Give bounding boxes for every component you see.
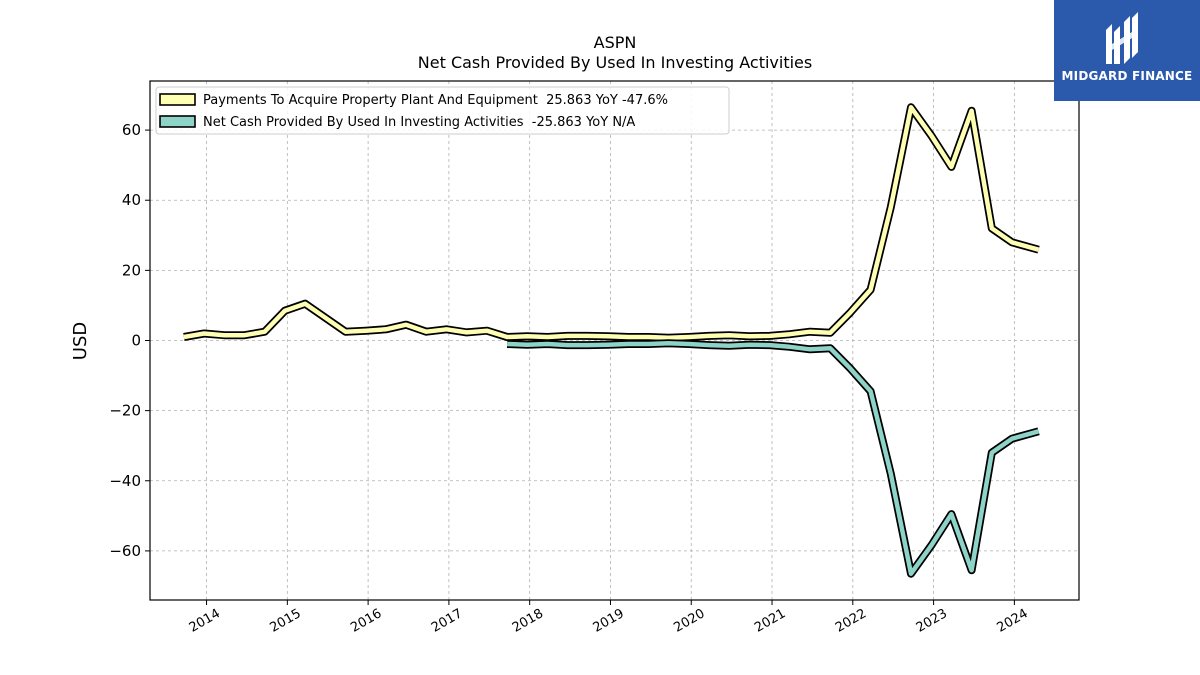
x-tick-label: 2023 (914, 606, 950, 636)
series-line-1 (507, 341, 1040, 576)
series-outline-0 (183, 103, 1040, 342)
legend-swatch-ppe (159, 93, 196, 106)
y-tick-label: −40 (109, 472, 141, 490)
x-tick-label: 2021 (752, 606, 788, 636)
y-tick-label: 0 (131, 332, 141, 350)
x-tick-label: 2017 (429, 606, 465, 636)
x-tick-label: 2020 (671, 606, 707, 636)
legend-swatch-investing (159, 115, 196, 128)
x-tick-label: 2018 (510, 606, 546, 636)
brand-name: MIDGARD FINANCE (1061, 69, 1193, 83)
x-tick-label: 2024 (995, 606, 1031, 636)
legend-box (155, 86, 730, 135)
series-lines (183, 103, 1040, 578)
y-tick-label: 20 (122, 261, 141, 279)
legend-label-ppe: Payments To Acquire Property Plant And E… (203, 93, 668, 108)
x-tick-label: 2022 (833, 606, 869, 636)
brand-logo: MIDGARD FINANCE (1054, 0, 1200, 101)
legend-label-investing: Net Cash Provided By Used In Investing A… (203, 115, 635, 130)
chart-subtitle: Net Cash Provided By Used In Investing A… (418, 53, 812, 72)
plot-frame (149, 80, 1080, 601)
chart-title: ASPN (594, 33, 637, 52)
x-tick-label: 2019 (591, 606, 627, 636)
y-tick-label: −60 (109, 542, 141, 560)
y-tick-label: −20 (109, 402, 141, 420)
legend: Payments To Acquire Property Plant And E… (155, 86, 730, 135)
series-line-0 (183, 105, 1040, 340)
x-tick-label: 2015 (268, 606, 304, 636)
x-tick-label: 2016 (348, 606, 384, 636)
midgard-logo-icon (1106, 12, 1138, 64)
y-axis-label: USD (70, 322, 91, 360)
y-tick-label: 40 (122, 191, 141, 209)
y-tick-label: 60 (122, 121, 141, 139)
x-tick-label: 2014 (187, 606, 223, 636)
